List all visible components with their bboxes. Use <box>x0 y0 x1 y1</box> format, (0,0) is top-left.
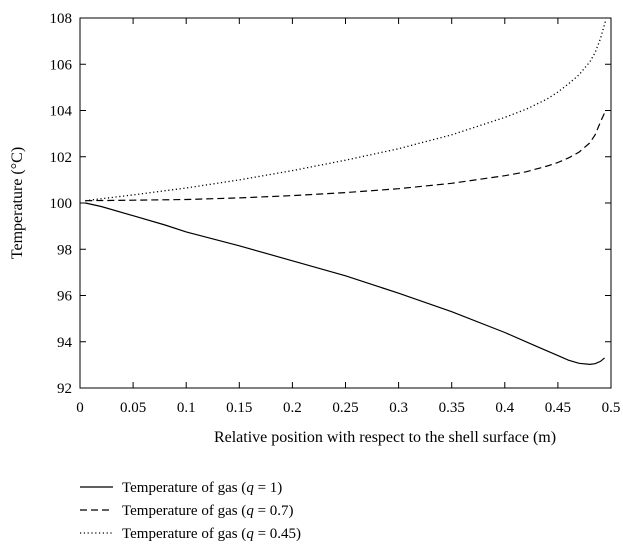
x-axis: 0 0.05 0.1 0.15 0.2 0.25 0.3 0.35 0.4 0.45 0.5 <box>76 18 620 416</box>
x-tick-label: 0.5 <box>602 400 621 416</box>
y-tick-label: 106 <box>50 57 73 73</box>
y-axis-label: Temperature (°C) <box>9 147 26 259</box>
legend: Temperature of gas (q = 1) Temperature of… <box>80 480 301 542</box>
y-tick-label: 98 <box>57 242 72 258</box>
x-tick-label: 0.45 <box>545 400 571 416</box>
x-axis-label: Relative position with respect to the sh… <box>214 429 556 446</box>
y-tick-label: 102 <box>50 150 73 166</box>
series-line-3 <box>85 20 607 202</box>
legend-label-1: Temperature of gas (q = 1) <box>122 480 282 496</box>
x-tick-label: 0.15 <box>226 400 252 416</box>
series-line-1 <box>85 202 605 366</box>
x-tick-label: 0.35 <box>439 400 465 416</box>
x-tick-label: 0.4 <box>495 400 514 416</box>
series-line-2 <box>85 110 607 202</box>
legend-label-3: Temperature of gas (q = 0.45) <box>122 526 301 542</box>
y-tick-label: 108 <box>50 11 73 27</box>
y-tick-label: 104 <box>50 104 73 120</box>
y-tick-label: 92 <box>57 381 72 397</box>
x-tick-label: 0.2 <box>283 400 302 416</box>
x-tick-label: 0.05 <box>120 400 146 416</box>
x-tick-label: 0.25 <box>332 400 358 416</box>
y-tick-label: 100 <box>50 196 73 212</box>
series-lines <box>85 20 607 366</box>
x-tick-label: 0.3 <box>389 400 408 416</box>
plot-frame <box>79 17 612 389</box>
y-tick-label: 96 <box>57 289 73 305</box>
y-tick-label: 94 <box>57 335 73 351</box>
x-tick-label: 0.1 <box>177 400 196 416</box>
legend-label-2: Temperature of gas (q = 0.7) <box>122 503 294 519</box>
y-axis: 92 94 96 98 100 102 104 106 108 <box>50 11 611 397</box>
x-tick-label: 0 <box>76 400 84 416</box>
